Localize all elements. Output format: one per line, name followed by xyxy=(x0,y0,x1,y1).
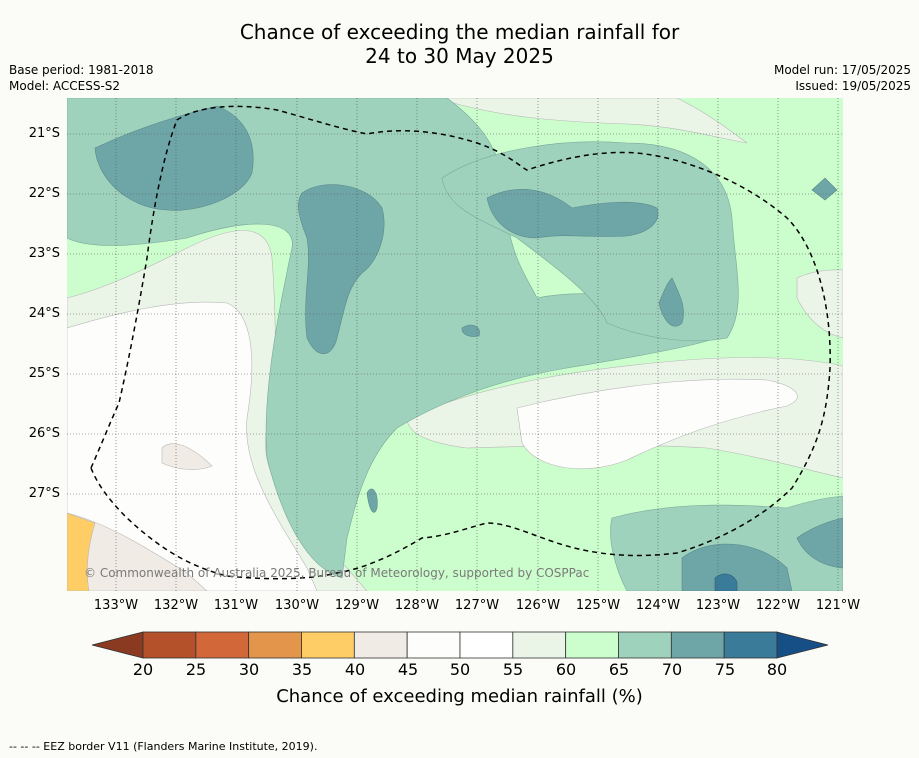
colorbar-tick: 30 xyxy=(238,660,260,679)
colorbar-segment xyxy=(353,631,408,659)
colorbar-segment xyxy=(248,631,302,659)
lat-label: 24°S xyxy=(28,306,60,321)
base-period-text: Base period: 1981-2018 xyxy=(9,63,154,77)
colorbar-tick: 35 xyxy=(291,660,313,679)
colorbar-tick: 45 xyxy=(397,660,419,679)
rainfall-map xyxy=(67,98,843,591)
contour-65-northwest xyxy=(67,98,720,579)
lon-label: 129°W xyxy=(334,598,380,613)
contour-70-center xyxy=(486,188,659,239)
lat-label: 21°S xyxy=(28,126,60,141)
colorbar-tick: 55 xyxy=(502,660,524,679)
model-run-text: Model run: 17/05/2025 xyxy=(773,63,911,77)
lon-label: 133°W xyxy=(93,598,139,613)
contour-70-west-lobe xyxy=(298,184,385,355)
lat-label: 26°S xyxy=(28,426,60,441)
graticule xyxy=(67,98,843,591)
map-title: Chance of exceeding the median rainfall … xyxy=(0,20,919,68)
title-line-2: 24 to 30 May 2025 xyxy=(365,44,554,68)
colorbar-over-arrow xyxy=(776,631,829,659)
contour-55-ne xyxy=(436,98,748,144)
title-line-1: Chance of exceeding the median rainfall … xyxy=(239,20,680,44)
colorbar-tick: 20 xyxy=(132,660,154,679)
lon-label: 126°W xyxy=(515,598,561,613)
colorbar-tick: 65 xyxy=(608,660,630,679)
colorbar-title: Chance of exceeding median rainfall (%) xyxy=(276,686,643,707)
colorbar-segments xyxy=(142,631,778,659)
lon-label: 130°W xyxy=(274,598,320,613)
contour-70-ne-spot xyxy=(811,177,838,201)
contour-45-patch xyxy=(161,443,213,470)
copyright-text: © Commonwealth of Australia 2025, Bureau… xyxy=(84,566,590,580)
colorbar-segment xyxy=(406,631,461,659)
colorbar-under-arrow xyxy=(91,631,144,659)
eez-legend-note: -- -- -- EEZ border V11 (Flanders Marine… xyxy=(9,740,318,753)
contour-40-sw xyxy=(67,512,208,591)
colorbar-tick: 25 xyxy=(185,660,207,679)
lat-label: 22°S xyxy=(28,186,60,201)
lon-label: 123°W xyxy=(695,598,741,613)
lon-label: 125°W xyxy=(575,598,621,613)
eez-border xyxy=(90,105,831,580)
colorbar xyxy=(91,631,829,659)
contour-70-south xyxy=(681,543,793,591)
contour-70-east-spot xyxy=(658,277,684,327)
lat-label: 27°S xyxy=(28,486,60,501)
lon-label: 127°W xyxy=(454,598,500,613)
colorbar-segment xyxy=(301,631,355,659)
colorbar-tick: 70 xyxy=(661,660,683,679)
colorbar-tick: 50 xyxy=(449,660,471,679)
rainfall-map-svg xyxy=(67,98,843,591)
lon-label: 124°W xyxy=(635,598,681,613)
lon-label: 122°W xyxy=(755,598,801,613)
contour-50-west xyxy=(67,301,318,591)
colorbar-tick: 75 xyxy=(714,660,736,679)
issued-text: Issued: 19/05/2025 xyxy=(795,79,911,93)
lon-label: 128°W xyxy=(394,598,440,613)
right-metadata: Model run: 17/05/2025 Issued: 19/05/2025 xyxy=(774,62,911,94)
colorbar-segment xyxy=(670,631,725,659)
lat-label: 23°S xyxy=(28,246,60,261)
colorbar-segment xyxy=(618,631,672,659)
contour-55-right xyxy=(796,269,843,339)
model-text: Model: ACCESS-S2 xyxy=(9,79,121,93)
contour-70-se xyxy=(796,517,843,569)
contour-70-south-lobe xyxy=(366,488,378,513)
lon-label: 121°W xyxy=(815,598,861,613)
colorbar-tick: 60 xyxy=(555,660,577,679)
colorbar-segment xyxy=(512,631,567,659)
contour-35-sw xyxy=(67,512,96,591)
contour-70-small-center xyxy=(461,324,480,337)
colorbar-segment xyxy=(459,631,514,659)
colorbar-tick: 80 xyxy=(766,660,788,679)
contour-70-northwest xyxy=(94,105,254,211)
lon-label: 132°W xyxy=(153,598,199,613)
colorbar-tick: 40 xyxy=(344,660,366,679)
lon-label: 131°W xyxy=(213,598,259,613)
lat-label: 25°S xyxy=(28,366,60,381)
colorbar-segment xyxy=(195,631,250,659)
colorbar-segment xyxy=(565,631,619,659)
colorbar-segment xyxy=(723,631,778,659)
colorbar-segment xyxy=(142,631,197,659)
left-metadata: Base period: 1981-2018 Model: ACCESS-S2 xyxy=(9,62,154,94)
